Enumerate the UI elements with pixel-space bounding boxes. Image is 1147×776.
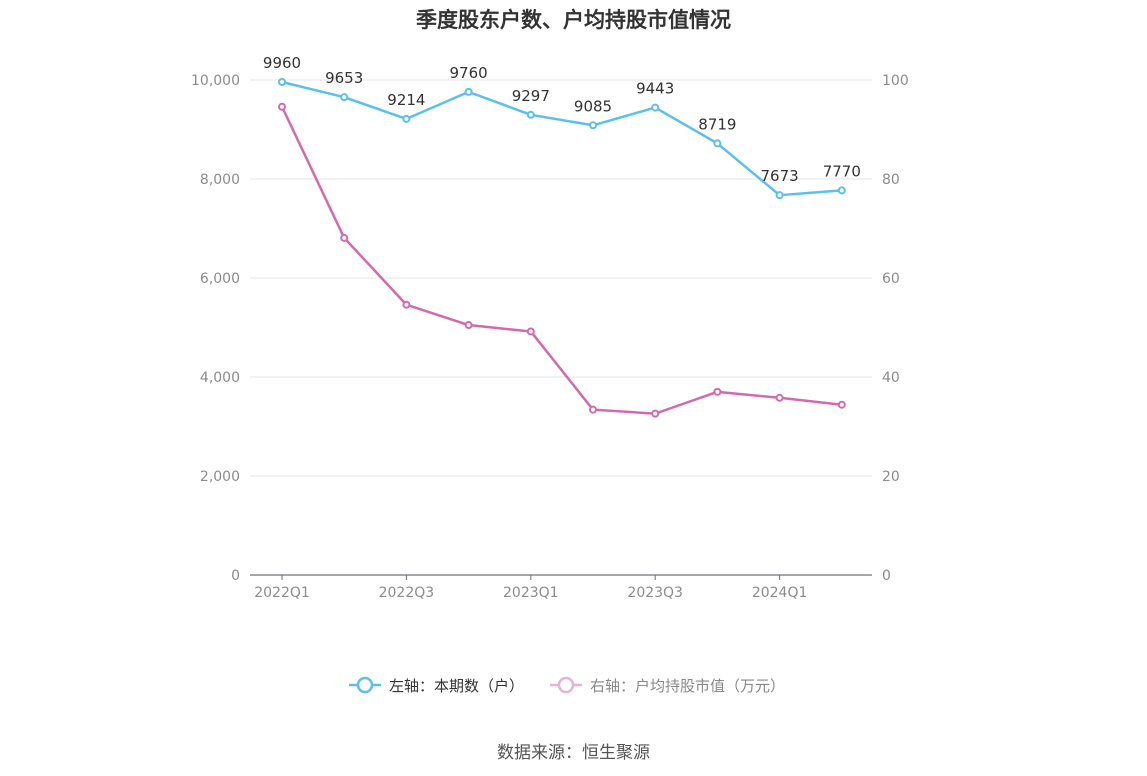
y-left-tick-label: 8,000 [200,172,240,188]
data-point-right [589,405,597,414]
chart-title: 季度股东户数、户均持股市值情况 [416,8,731,32]
data-point-left [589,121,597,130]
x-tick-label: 2024Q1 [752,585,808,601]
data-point-right [278,102,286,111]
data-label: 9760 [450,64,488,82]
data-point-left [402,114,411,123]
x-tick-label: 2022Q1 [254,585,310,601]
data-source: 数据来源：恒生聚源 [497,743,650,763]
data-point-right [651,409,660,418]
data-label: 8719 [698,115,736,133]
legend-marker [557,676,575,694]
y-left-tick-label: 4,000 [200,370,240,386]
data-point-right [402,300,411,309]
data-point-left [464,87,473,96]
y-right-tick-label: 100 [882,73,909,89]
data-label: 9653 [325,69,363,87]
legend-marker [356,676,374,694]
data-label: 7673 [761,167,799,185]
y-right-tick-label: 0 [882,568,891,584]
data-point-right [340,233,349,242]
grid-lines [250,79,872,477]
series-line-right [280,106,842,415]
data-labels: 9960 9653 9214 9760 9297 9085 9443 8719 7673 7770 [263,54,861,185]
series-lines [278,77,846,418]
y-left-tick-label: 6,000 [200,271,240,287]
data-label: 9214 [387,91,425,109]
y-right-tick-label: 60 [882,271,900,287]
data-point-left [651,103,660,112]
data-point-right [464,321,473,330]
legend-label: 左轴：本期数（户） [389,677,524,695]
axes: 0 2,000 4,000 6,000 8,000 10,000 0 20 40 60 80 100 2… [191,73,909,601]
data-point-left [526,110,535,119]
data-point-right [713,387,722,396]
data-label: 9297 [512,87,550,105]
data-point-left [340,93,349,102]
data-label: 9443 [636,80,674,98]
chart-area: 0 2,000 4,000 6,000 8,000 10,000 0 20 40 60 80 100 2… [191,54,909,695]
x-tick-label: 2023Q3 [627,585,683,601]
y-right-tick-label: 40 [882,370,900,386]
y-right-tick-label: 20 [882,469,900,485]
data-point-left [775,191,784,200]
data-point-right [837,400,846,409]
x-tick-label: 2023Q1 [503,585,559,601]
legend: 左轴：本期数（户） 右轴：户均持股市值（万元） [349,676,785,695]
series-line-left [281,80,842,197]
data-point-left [837,186,846,195]
data-point-right [775,393,784,402]
data-point-left [278,77,286,86]
y-left-tick-label: 2,000 [200,469,240,485]
x-tick-label: 2022Q3 [379,585,435,601]
data-point-left [713,139,722,148]
legend-label: 右轴：户均持股市值（万元） [590,677,785,695]
data-label: 9960 [263,54,301,72]
data-label: 9085 [574,97,612,115]
y-right-tick-label: 80 [882,172,900,188]
data-label: 7770 [823,162,861,180]
data-point-right [526,327,535,336]
y-left-tick-label: 10,000 [191,73,240,89]
y-left-tick-label: 0 [231,568,240,584]
